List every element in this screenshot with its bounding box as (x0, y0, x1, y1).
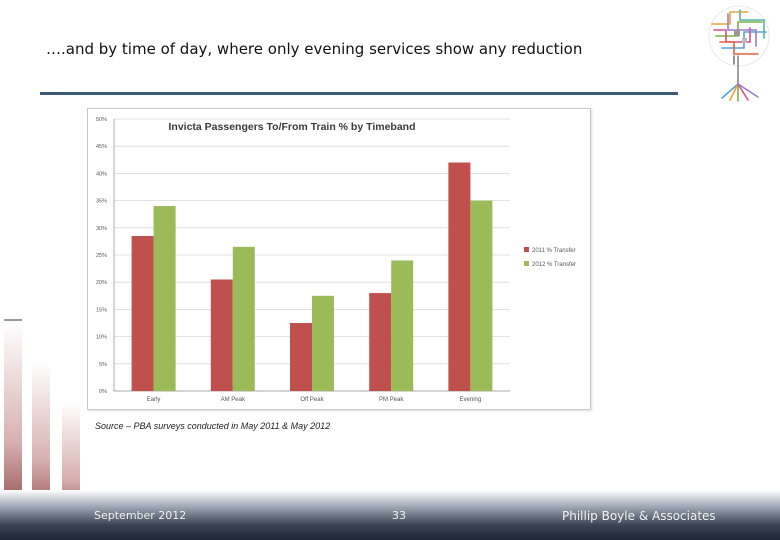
x-tick-label: Evening (460, 397, 482, 403)
x-tick-label: Early (147, 397, 161, 403)
y-tick-label: 25% (96, 253, 107, 259)
bar-2012-early (153, 206, 176, 391)
bar-2011-early (131, 235, 154, 391)
tree-logo-icon (708, 5, 770, 102)
y-tick-label: 15% (96, 307, 107, 313)
chart-title: Invicta Passengers To/From Train % by Ti… (168, 121, 415, 133)
y-tick-label: 20% (96, 280, 107, 286)
bar-2011-pm-peak (369, 293, 392, 391)
footer-date: September 2012 (94, 509, 187, 522)
footer-page-number: 33 (392, 509, 406, 522)
slide-heading: ….and by time of day, where only evening… (46, 40, 583, 58)
y-tick-label: 50% (96, 117, 107, 123)
bar-2012-evening (470, 200, 493, 391)
y-tick-label: 0% (99, 389, 107, 395)
bar-2011-evening (448, 162, 471, 391)
slide-footer: September 2012 33 Phillip Boyle & Associ… (0, 490, 780, 540)
y-tick-label: 45% (96, 144, 107, 150)
bar-2012-am-peak (232, 246, 255, 391)
footer-organization: Phillip Boyle & Associates (562, 509, 716, 523)
y-tick-label: 35% (96, 199, 107, 205)
y-tick-label: 10% (96, 335, 107, 341)
y-tick-label: 5% (99, 362, 107, 368)
bar-chart: 0% 5% 10% 15% 20% 25% 30% 35% 40% 45% 50% Invicta P… (96, 117, 576, 403)
heading-divider (40, 92, 678, 95)
bar-2011-off-peak (290, 323, 312, 391)
x-tick-label: Off Peak (300, 397, 324, 403)
bar-2011-am-peak (210, 279, 233, 391)
legend-swatch-2011 (524, 247, 529, 252)
x-tick-label: AM Peak (221, 397, 246, 403)
source-note: Source – PBA surveys conducted in May 20… (95, 421, 331, 431)
bar-2012-off-peak (312, 295, 334, 391)
legend-label: 2011 % Transfer (532, 248, 576, 254)
bar-2012-pm-peak (391, 260, 414, 391)
legend-label: 2012 % Transfer (532, 262, 576, 268)
y-tick-label: 30% (96, 226, 107, 232)
x-tick-label: PM Peak (379, 397, 404, 403)
legend-swatch-2012 (524, 261, 529, 266)
chart-frame: 0% 5% 10% 15% 20% 25% 30% 35% 40% 45% 50% Invicta P… (87, 108, 591, 410)
y-tick-label: 40% (96, 171, 107, 177)
